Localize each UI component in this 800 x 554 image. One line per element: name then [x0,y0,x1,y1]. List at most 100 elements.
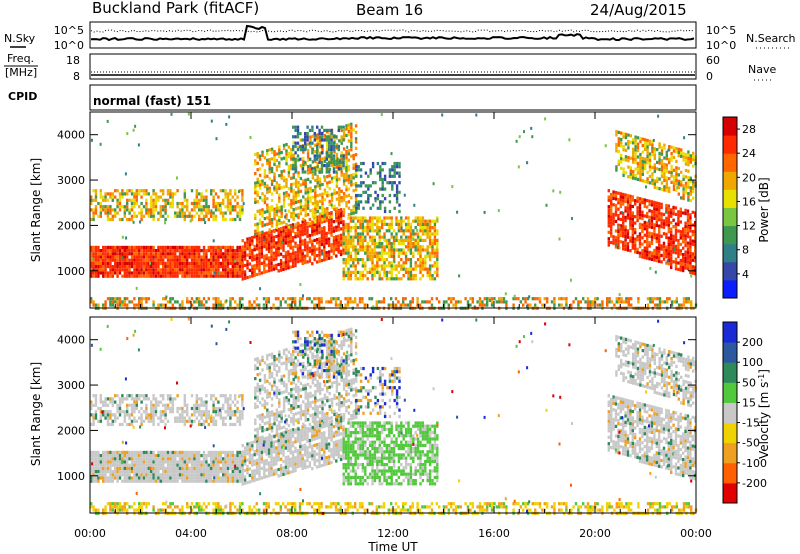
scatter-cell [238,211,242,215]
scatter-cell [251,271,254,275]
scatter-cell [302,204,305,209]
scatter-cell [282,232,285,236]
scatter-cell [195,249,198,253]
scatter-cell [266,206,269,210]
scatter-cell [169,454,172,458]
noise-cell [106,119,109,123]
scatter-cell [636,238,639,242]
scatter-cell [258,218,262,222]
scatter-cell [229,192,232,196]
scatter-cell [400,238,403,242]
scatter-cell [123,255,126,259]
scatter-cell [109,252,112,256]
scatter-cell [150,460,153,464]
scatter-cell [653,153,656,157]
scatter-cell [619,227,622,231]
scatter-cell [181,252,184,256]
scatter-cell [294,178,298,182]
scatter-cell [118,271,122,275]
scatter-cell [116,476,119,480]
scatter-cell [325,219,328,223]
scatter-cell [157,463,160,467]
scatter-cell [104,460,107,464]
scatter-cell [328,187,331,191]
scatter-cell [178,208,182,212]
scatter-cell [150,195,153,199]
scatter-cell [562,297,566,301]
scatter-cell [205,255,208,259]
scatter-cell [390,232,393,236]
scatter-cell [147,450,150,454]
scatter-cell [433,232,437,236]
scatter-cell [111,208,114,212]
scatter-cell [643,220,646,224]
scatter-cell [243,251,247,255]
scatter-cell [414,267,417,271]
scatter-cell [632,150,635,155]
scatter-cell [648,165,652,169]
scatter-cell [653,226,656,230]
scatter-cell [226,255,230,259]
scatter-cell [238,258,242,262]
scatter-cell [133,214,136,218]
scatter-cell [238,297,242,301]
scatter-cell [243,270,247,274]
scatter-cell [409,248,413,252]
scatter-cell [222,265,225,269]
scatter-cell [159,274,162,278]
scatter-cell [248,268,252,272]
scatter-cell [90,208,93,212]
scatter-cell [320,220,324,224]
scatter-cell [166,470,170,474]
scatter-cell [639,159,642,163]
scatter-cell [169,201,172,206]
scatter-cell [337,125,340,129]
scatter-cell [123,208,126,212]
scatter-cell [350,141,353,145]
scatter-cell [263,245,266,249]
scatter-cell [241,258,244,262]
scatter-cell [159,195,162,199]
scatter-cell [299,202,303,206]
scatter-cell [354,267,357,271]
scatter-cell [369,193,372,198]
scatter-cell [426,222,429,226]
scatter-cell [183,454,186,458]
scatter-cell [171,271,174,275]
noise-cell [568,138,571,142]
scatter-cell [350,125,353,129]
scatter-cell [622,234,625,238]
scatter-cell [350,173,353,177]
scatter-cell [323,214,327,218]
scatter-cell [390,264,393,268]
scatter-cell [248,262,252,266]
scatter-cell [202,466,206,470]
scatter-cell [375,303,378,307]
scatter-cell [318,160,321,164]
scatter-cell [133,255,136,259]
scatter-cell [686,251,690,255]
scatter-cell [102,457,105,461]
scatter-cell [116,198,119,202]
scatter-cell [672,168,676,172]
scatter-cell [296,250,300,254]
scatter-cell [524,300,527,304]
scatter-cell [665,153,668,158]
scatter-cell [99,466,102,470]
scatter-cell [273,188,276,192]
scatter-cell [278,145,281,149]
scatter-cell [126,454,129,458]
scatter-cell [371,181,375,185]
scatter-cell [97,261,100,265]
scatter-cell [277,243,280,247]
scatter-cell [133,460,136,464]
scatter-cell [248,256,252,260]
scatter-cell [326,181,329,185]
scatter-cell [133,252,136,256]
scatter-cell [190,271,194,275]
scatter-cell [409,238,413,242]
scatter-cell [169,470,172,474]
scatter-cell [282,195,286,199]
scatter-cell [512,297,515,301]
scatter-cell [412,267,415,271]
